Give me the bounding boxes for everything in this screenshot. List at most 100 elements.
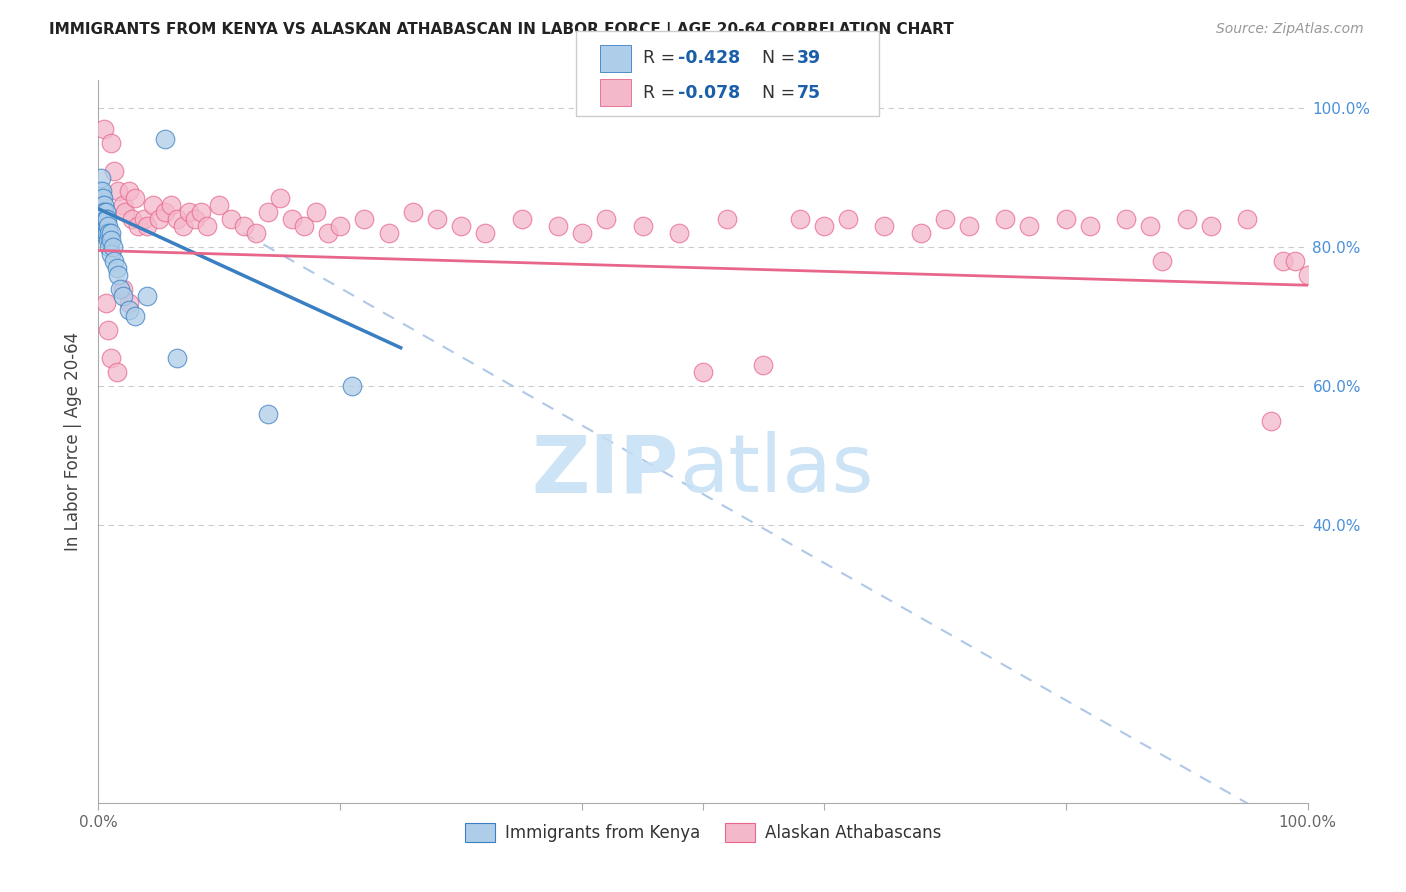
Point	[1175, 212, 1198, 227]
Text: 39: 39	[797, 49, 821, 68]
Point	[813, 219, 835, 234]
Point	[153, 205, 176, 219]
Point	[103, 253, 125, 268]
Point	[1115, 212, 1137, 227]
Point	[91, 205, 114, 219]
Text: atlas: atlas	[679, 432, 873, 509]
Point	[94, 205, 117, 219]
Point	[1260, 414, 1282, 428]
Point	[1199, 219, 1222, 234]
Point	[160, 198, 183, 212]
Text: R =: R =	[643, 49, 681, 68]
Point	[256, 407, 278, 421]
Point	[305, 205, 328, 219]
Point	[353, 212, 375, 227]
Point	[127, 219, 149, 234]
Point	[91, 219, 114, 234]
Point	[103, 163, 125, 178]
Point	[100, 247, 122, 261]
Point	[148, 212, 170, 227]
Point	[101, 240, 124, 254]
Point	[1284, 253, 1306, 268]
Point	[450, 219, 472, 234]
Point	[89, 185, 111, 199]
Point	[957, 219, 980, 234]
Point	[873, 219, 896, 234]
Point	[97, 233, 120, 247]
Point	[90, 191, 112, 205]
Point	[108, 282, 131, 296]
Point	[402, 205, 425, 219]
Point	[135, 219, 157, 234]
Point	[668, 226, 690, 240]
Text: 75: 75	[797, 84, 821, 102]
Point	[91, 185, 114, 199]
Point	[1018, 219, 1040, 234]
Point	[752, 358, 775, 372]
Point	[281, 212, 304, 227]
Point	[166, 351, 188, 366]
Point	[91, 212, 114, 227]
Point	[100, 351, 122, 366]
Point	[221, 212, 243, 227]
Point	[89, 198, 111, 212]
Text: -0.078: -0.078	[678, 84, 740, 102]
Text: N =: N =	[762, 49, 801, 68]
Point	[692, 365, 714, 379]
Point	[934, 212, 956, 227]
Point	[994, 212, 1017, 227]
Point	[94, 212, 117, 227]
Point	[342, 379, 364, 393]
Point	[134, 212, 156, 227]
Point	[256, 205, 278, 219]
Point	[100, 233, 122, 247]
Point	[179, 205, 201, 219]
Point	[510, 212, 533, 227]
Point	[1054, 212, 1077, 227]
Point	[269, 191, 291, 205]
Point	[114, 205, 136, 219]
Point	[105, 260, 128, 275]
Point	[90, 170, 112, 185]
Point	[98, 226, 121, 240]
Point	[316, 226, 339, 240]
Point	[121, 212, 143, 227]
Point	[153, 132, 176, 146]
Point	[184, 212, 207, 227]
Point	[135, 288, 157, 302]
Point	[107, 268, 129, 282]
Text: ZIP: ZIP	[531, 432, 679, 509]
Point	[111, 288, 134, 302]
Point	[1078, 219, 1101, 234]
Point	[1296, 268, 1319, 282]
Point	[107, 185, 129, 199]
Point	[595, 212, 617, 227]
Point	[96, 212, 118, 227]
Point	[94, 226, 117, 240]
Point	[97, 219, 120, 234]
Point	[93, 122, 115, 136]
Point	[97, 323, 120, 337]
Point	[94, 295, 117, 310]
Text: N =: N =	[762, 84, 801, 102]
Point	[1236, 212, 1258, 227]
Point	[100, 136, 122, 150]
Point	[118, 295, 141, 310]
Point	[142, 198, 165, 212]
Point	[547, 219, 569, 234]
Point	[93, 219, 115, 234]
Point	[172, 219, 194, 234]
Point	[232, 219, 254, 234]
Point	[245, 226, 267, 240]
Point	[96, 226, 118, 240]
Point	[1152, 253, 1174, 268]
Point	[631, 219, 654, 234]
Point	[329, 219, 352, 234]
Text: -0.428: -0.428	[678, 49, 740, 68]
Point	[789, 212, 811, 227]
Point	[190, 205, 212, 219]
Point	[91, 191, 114, 205]
Point	[166, 212, 188, 227]
Point	[93, 205, 115, 219]
Point	[93, 198, 115, 212]
